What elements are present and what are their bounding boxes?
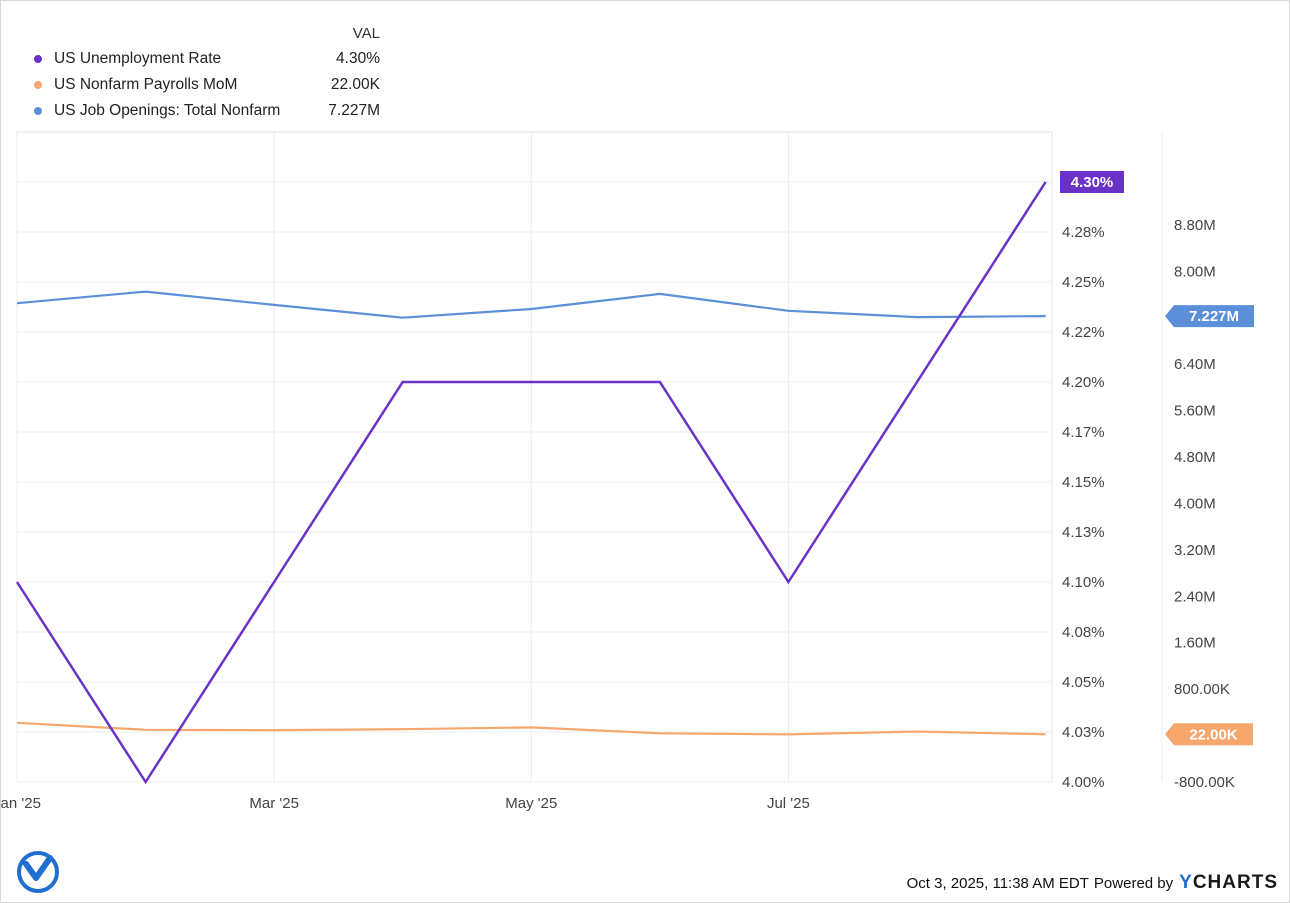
right-axis-tick: 4.00M	[1174, 495, 1216, 512]
plot-border	[16, 131, 1053, 783]
left-axis-tick: 4.10%	[1062, 574, 1105, 591]
legend-name: US Unemployment Rate	[54, 50, 222, 67]
legend-name: US Job Openings: Total Nonfarm	[54, 102, 281, 119]
x-axis-tick: Jan '25	[0, 795, 41, 812]
x-axis-tick: Mar '25	[249, 795, 299, 812]
series-line-us-unemployment-rate	[15, 181, 1047, 785]
legend-value: 22.00K	[330, 76, 380, 93]
left-axis-tick: 4.25%	[1062, 274, 1105, 291]
left-axis-tick: 4.17%	[1062, 424, 1105, 441]
left-axis-tick: 4.20%	[1062, 374, 1105, 391]
series-line-us-nonfarm-payrolls-mom	[16, 721, 1046, 736]
legend-value: 4.30%	[336, 50, 380, 67]
last-value-flags: 4.30% 7.227M 22.00K	[1060, 171, 1254, 746]
line-chart[interactable]: 4.00% 4.03% 4.05% 4.08% 4.10% 4.13% 4.15% 4.17%…	[0, 0, 1290, 850]
left-axis-tick: 4.22%	[1062, 324, 1105, 341]
legend-item-nonfarm-payrolls[interactable]: US Nonfarm Payrolls MoM 22.00K	[30, 72, 380, 98]
legend: VAL US Unemployment Rate 4.30% US Nonfar…	[30, 22, 380, 124]
right-axis-tick: 8.80M	[1174, 217, 1216, 234]
left-axis-tick: 4.03%	[1062, 724, 1105, 741]
footer: Oct 3, 2025, 11:38 AM EDT Powered by YCH…	[907, 871, 1278, 895]
timestamp: Oct 3, 2025, 11:38 AM EDT	[906, 874, 1089, 892]
right-axis-tick: -800.00K	[1174, 774, 1235, 791]
legend-dot-job-openings	[34, 107, 42, 115]
left-axis-tick: 4.15%	[1062, 474, 1105, 491]
right-axis-tick: 5.60M	[1174, 403, 1216, 420]
left-axis-tick: 4.00%	[1062, 774, 1105, 791]
right-axis-tick: 6.40M	[1174, 356, 1216, 373]
x-axis-tick: May '25	[505, 795, 557, 812]
ycharts-logo-icon	[17, 851, 59, 893]
ycharts-brand[interactable]: YCHARTS	[1179, 872, 1278, 894]
series-line-us-job-openings-total-nonfarm	[16, 290, 1046, 319]
legend-dot-nonfarm-payrolls	[34, 81, 42, 89]
legend-item-job-openings[interactable]: US Job Openings: Total Nonfarm 7.227M	[30, 98, 380, 124]
right-axis-tick: 1.60M	[1174, 635, 1216, 652]
last-value-label-us-nonfarm-payrolls-mom: 22.00K	[1189, 726, 1238, 743]
last-value-label-us-job-openings-total-nonfarm: 7.227M	[1189, 308, 1239, 325]
left-axis-tick: 4.08%	[1062, 624, 1105, 641]
legend-dot-unemployment-rate	[34, 55, 42, 63]
right-axis-tick: 3.20M	[1174, 542, 1216, 559]
series-lines	[15, 181, 1047, 785]
grid-lines	[16, 131, 1163, 783]
brand-y-letter: Y	[1179, 872, 1193, 893]
legend-header: VAL	[352, 25, 380, 42]
right-axis-tick: 8.00M	[1174, 263, 1216, 280]
brand-rest: CHARTS	[1192, 872, 1278, 893]
last-value-flag-us-job-openings-total-nonfarm	[1165, 305, 1254, 328]
left-axis-tick: 4.13%	[1062, 524, 1105, 541]
last-value-flag-us-nonfarm-payrolls-mom	[1165, 723, 1253, 746]
x-axis-tick: Jul '25	[767, 795, 810, 812]
right-axis-tick: 2.40M	[1174, 588, 1216, 605]
legend-item-unemployment-rate[interactable]: US Unemployment Rate 4.30%	[30, 46, 380, 72]
legend-name: US Nonfarm Payrolls MoM	[54, 76, 238, 93]
axis-ticks: 4.00% 4.03% 4.05% 4.08% 4.10% 4.13% 4.15% 4.17%…	[0, 217, 1235, 812]
left-axis-tick: 4.28%	[1062, 224, 1105, 241]
last-value-label-us-unemployment-rate: 4.30%	[1071, 174, 1114, 191]
powered-by-label: Powered by	[1093, 874, 1174, 892]
left-axis-tick: 4.05%	[1062, 674, 1105, 691]
legend-value: 7.227M	[328, 102, 380, 119]
right-axis-tick: 4.80M	[1174, 449, 1216, 466]
right-axis-tick: 800.00K	[1174, 681, 1230, 698]
last-value-flag-us-unemployment-rate	[1060, 171, 1124, 193]
